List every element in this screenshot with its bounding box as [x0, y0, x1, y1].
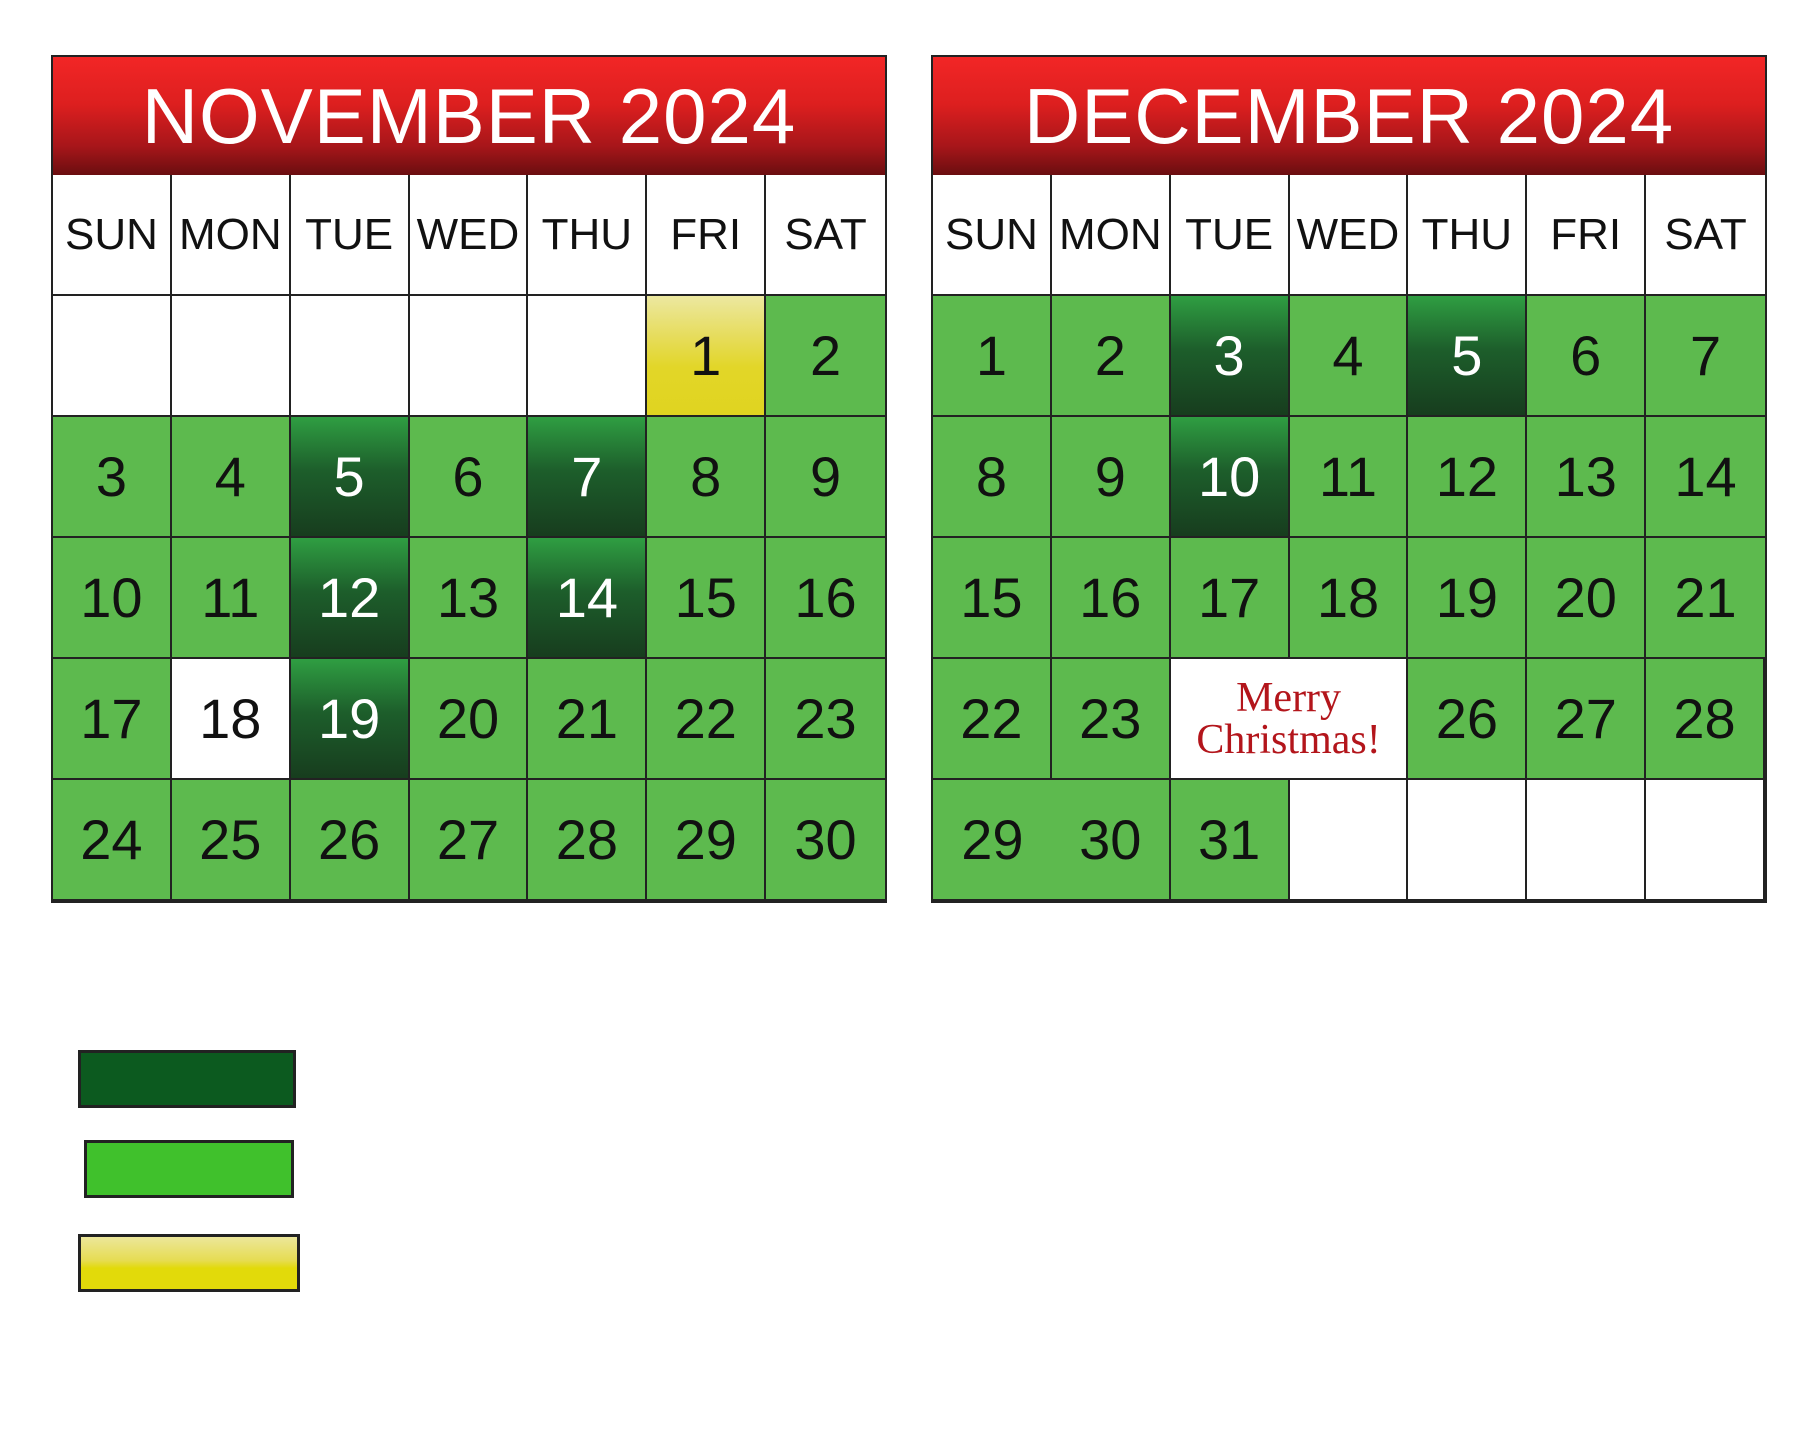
weekday-header: MON: [171, 175, 291, 296]
day-cell: 18: [1289, 538, 1409, 659]
day-cell: 8: [647, 417, 767, 538]
day-cell: 3: [53, 417, 172, 538]
merry-christmas-note: Merry Christmas!: [1170, 659, 1409, 780]
empty-cell: [1527, 780, 1647, 901]
day-cell: 25: [171, 780, 291, 901]
calendar-november: NOVEMBER 2024 SUN MON TUE WED THU FRI SAT 1 2 3 4 5…: [51, 55, 887, 903]
day-cell: 3: [1170, 296, 1290, 417]
calendar-grid: SUN MON TUE WED THU FRI SAT 1 2 3 4 5 6 7 8 9 10 11 12 13 14…: [53, 175, 885, 901]
day-cell: 31: [1170, 780, 1290, 901]
empty-cell: [171, 296, 291, 417]
day-cell: 6: [1527, 296, 1647, 417]
day-cell: 10: [1170, 417, 1290, 538]
legend-swatch-dark-green: [78, 1050, 296, 1108]
legend-item-yellow: [78, 1234, 300, 1292]
legend-swatch-yellow: [78, 1234, 300, 1292]
merry-christmas-text: Christmas!: [1196, 716, 1381, 763]
day-cell: 22: [933, 659, 1052, 780]
month-title: DECEMBER 2024: [933, 57, 1765, 175]
day-cell: 12: [290, 538, 410, 659]
day-cell: 7: [528, 417, 648, 538]
empty-cell: [409, 296, 529, 417]
calendar-december: DECEMBER 2024 SUN MON TUE WED THU FRI SAT 1 2 3 4 5…: [931, 55, 1767, 903]
weekday-header: TUE: [290, 175, 410, 296]
day-cell: 14: [528, 538, 648, 659]
day-cell: 4: [171, 417, 291, 538]
day-cell: 11: [1289, 417, 1409, 538]
day-cell: 28: [528, 780, 648, 901]
day-cell: 2: [1051, 296, 1171, 417]
day-cell: 21: [528, 659, 648, 780]
day-cell: 5: [1408, 296, 1528, 417]
day-cell: 8: [933, 417, 1052, 538]
day-cell: 30: [1051, 780, 1171, 901]
day-cell: 20: [1527, 538, 1647, 659]
weekday-header: SUN: [933, 175, 1052, 296]
day-cell: 23: [1051, 659, 1171, 780]
empty-cell: [1646, 780, 1765, 901]
day-cell: 1: [647, 296, 767, 417]
month-title: NOVEMBER 2024: [53, 57, 885, 175]
day-cell: 15: [647, 538, 767, 659]
day-cell: 16: [1051, 538, 1171, 659]
weekday-header: THU: [1408, 175, 1528, 296]
weekday-header: TUE: [1170, 175, 1290, 296]
day-cell: 7: [1646, 296, 1765, 417]
day-cell: 21: [1646, 538, 1765, 659]
day-cell: 5: [290, 417, 410, 538]
calendar-grid: SUN MON TUE WED THU FRI SAT 1 2 3 4 5 6 7 8 9 10 11 12 13 14…: [933, 175, 1765, 901]
day-cell: 24: [53, 780, 172, 901]
day-cell: 13: [1527, 417, 1647, 538]
day-cell: 1: [933, 296, 1052, 417]
day-cell: 9: [766, 417, 885, 538]
day-cell: 22: [647, 659, 767, 780]
day-cell: 29: [647, 780, 767, 901]
weekday-header: FRI: [1527, 175, 1647, 296]
day-cell: 14: [1646, 417, 1765, 538]
day-cell: 17: [1170, 538, 1290, 659]
day-cell: 4: [1289, 296, 1409, 417]
empty-cell: [1408, 780, 1528, 901]
day-cell: 27: [1527, 659, 1647, 780]
legend-swatch-green: [84, 1140, 294, 1198]
day-cell: 26: [290, 780, 410, 901]
day-cell: 15: [933, 538, 1052, 659]
legend-item-dark-green: [78, 1050, 296, 1108]
day-cell: 27: [409, 780, 529, 901]
merry-christmas-text: Merry: [1236, 674, 1342, 721]
weekday-header: SAT: [1646, 175, 1765, 296]
day-cell: 26: [1408, 659, 1528, 780]
day-cell: 18: [171, 659, 291, 780]
day-cell: 30: [766, 780, 885, 901]
weekday-header: THU: [528, 175, 648, 296]
empty-cell: [1289, 780, 1409, 901]
empty-cell: [53, 296, 172, 417]
empty-cell: [528, 296, 648, 417]
weekday-header: FRI: [647, 175, 767, 296]
day-cell: 13: [409, 538, 529, 659]
weekday-header: WED: [409, 175, 529, 296]
weekday-header: SUN: [53, 175, 172, 296]
day-cell: 12: [1408, 417, 1528, 538]
weekday-header: MON: [1051, 175, 1171, 296]
day-cell: 28: [1646, 659, 1765, 780]
day-cell: 6: [409, 417, 529, 538]
weekday-header: WED: [1289, 175, 1409, 296]
weekday-header: SAT: [766, 175, 885, 296]
day-cell: 10: [53, 538, 172, 659]
day-cell: 29: [933, 780, 1052, 901]
day-cell: 20: [409, 659, 529, 780]
day-cell: 17: [53, 659, 172, 780]
day-cell: 19: [290, 659, 410, 780]
day-cell: 16: [766, 538, 885, 659]
legend-item-green: [84, 1140, 294, 1198]
day-cell: 2: [766, 296, 885, 417]
day-cell: 11: [171, 538, 291, 659]
day-cell: 9: [1051, 417, 1171, 538]
empty-cell: [290, 296, 410, 417]
day-cell: 23: [766, 659, 885, 780]
day-cell: 19: [1408, 538, 1528, 659]
